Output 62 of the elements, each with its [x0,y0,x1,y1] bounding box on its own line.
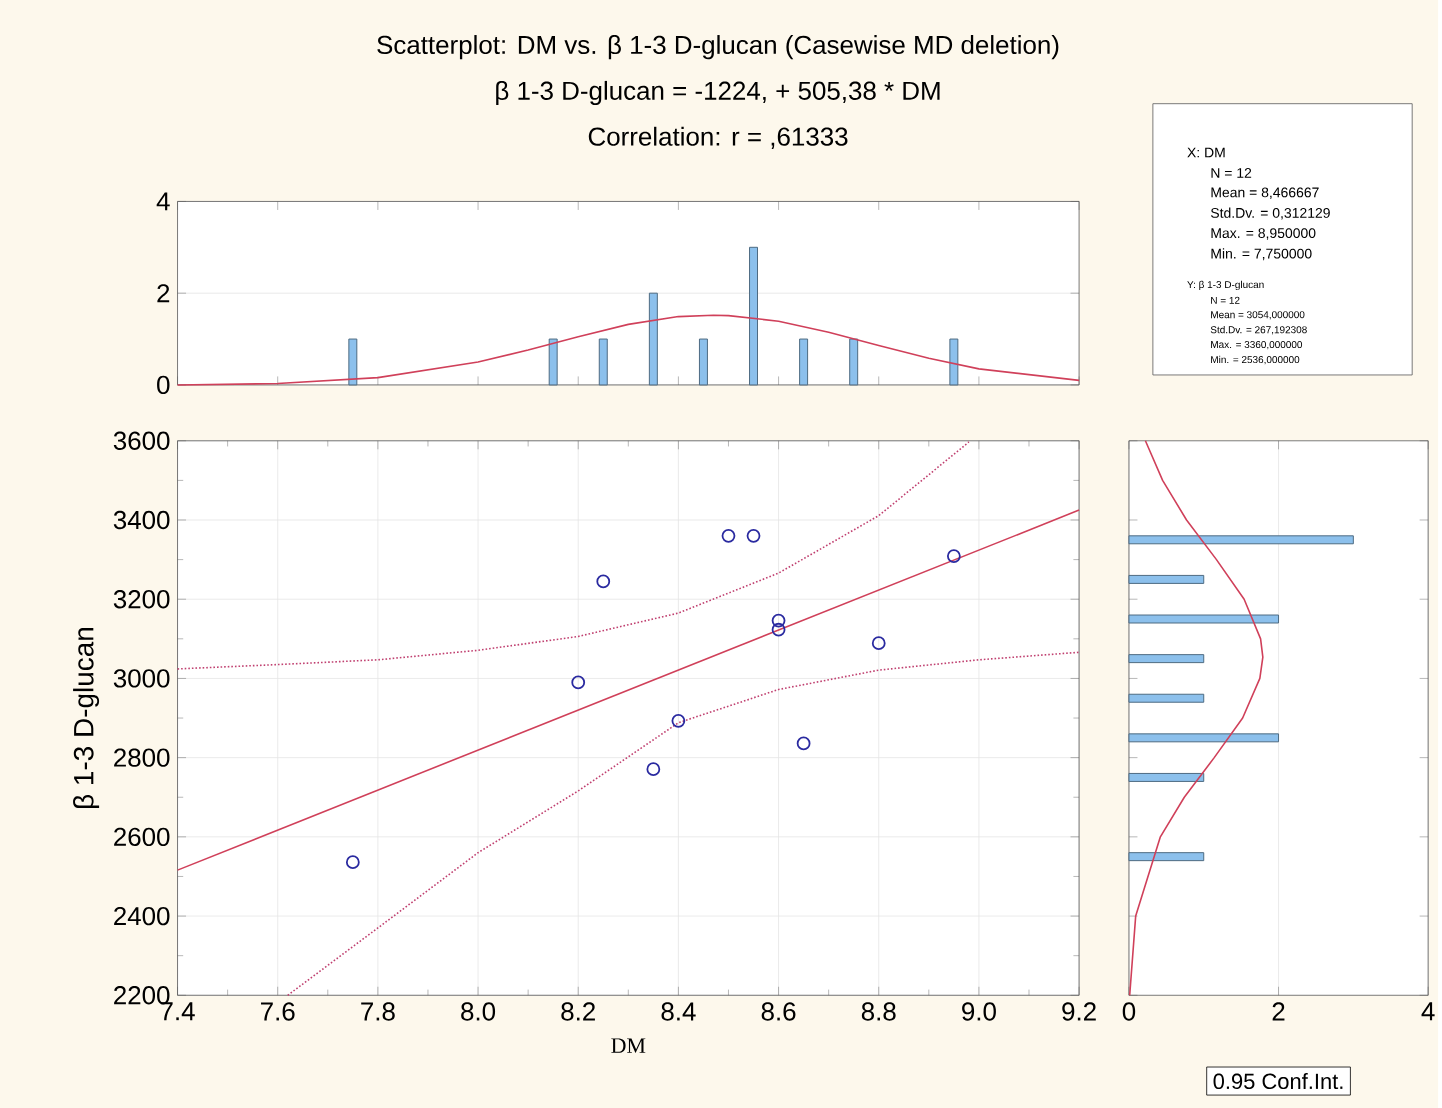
bar [1128,574,1205,584]
y-axis-title: β 1-3 D-glucan [73,627,100,808]
y-tick-label: 2600 [114,827,170,846]
x-tick-label: 9.2 [1062,1001,1096,1021]
x-tick-label: 8.8 [861,1001,896,1021]
x-tick-label: 8.6 [761,1001,796,1021]
y-tick-label: 3400 [113,510,170,529]
point [871,635,886,650]
x-axis-title: DM [611,1037,646,1053]
y-tick-label: 2200 [114,985,170,1004]
point [596,574,611,588]
x-tick-label: 7.4 [160,1001,195,1020]
x-tick-label: 7.6 [261,1001,295,1021]
text: 0.95 Conf.Int. [1213,1072,1343,1089]
bar [949,338,959,385]
bar [548,338,558,385]
chart-subtitle: β 1-3 D-glucan = -1224, + 505,38 * DM [496,80,940,105]
x-tick-label: 2 [1272,1001,1285,1020]
bar [1128,614,1280,624]
bar [749,246,759,385]
y-tick-label: 2400 [114,906,170,925]
bar [698,338,708,385]
point [571,675,586,689]
bar [598,338,608,385]
point [946,548,961,563]
bar [799,338,809,385]
y-tick-label: 3200 [113,589,170,608]
line-series [176,313,1080,386]
y-tick-label: 0 [157,375,170,394]
y-tick-label: 2 [157,283,170,302]
point [746,528,761,543]
point [771,613,786,628]
point [646,761,661,776]
bar [648,292,658,385]
chart-title: Scatterplot: DM vs. β 1-3 D-glucan (Casewise MD deletion) [377,34,1059,59]
point [796,736,811,750]
x-tick-label: 9.0 [962,1001,996,1021]
y-tick-label: 2800 [114,747,170,767]
text: Correlation: r = ,61333 [588,126,848,149]
bar [1128,851,1205,861]
x-tick-label: 8.4 [661,1001,696,1021]
point [771,622,786,637]
x-tick-label: 8.0 [461,1001,496,1021]
line-series [176,440,970,670]
y-tick-label: 4 [156,192,170,210]
x-tick-label: 8.2 [561,1001,595,1021]
point [721,528,736,543]
line-series [286,651,1080,996]
point [345,854,360,869]
x-tick-label: 4 [1421,1001,1435,1020]
y-tick-label: 3000 [113,668,170,688]
point [671,713,686,728]
bar [1128,653,1205,663]
bar [1128,534,1354,544]
bar [1128,693,1205,703]
bar [1128,772,1205,782]
bar [348,338,358,385]
y-tick-label: 3600 [113,431,170,450]
bar [849,338,859,385]
x-tick-label: 7.8 [361,1001,395,1021]
x-tick-label: 0 [1122,1001,1136,1021]
bar [1128,732,1280,742]
